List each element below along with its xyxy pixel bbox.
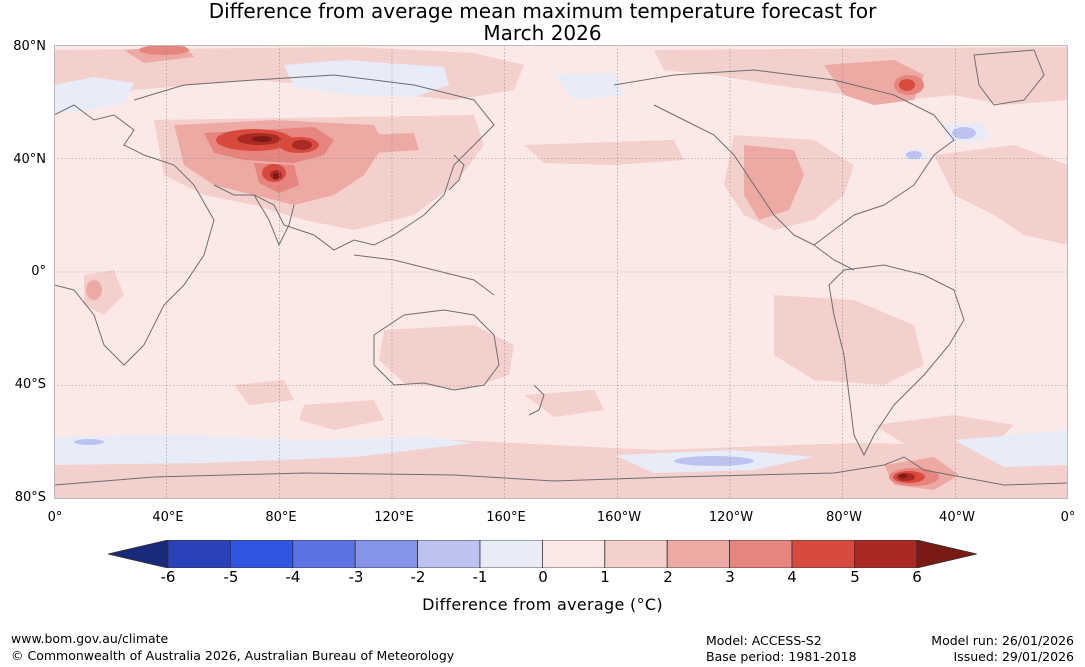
colorbar-tick: 3 bbox=[725, 568, 735, 586]
colorbar-tick: 2 bbox=[663, 568, 673, 586]
colorbar-tick: 0 bbox=[538, 568, 548, 586]
footer-model: Model: ACCESS-S2 bbox=[706, 633, 822, 648]
colorbar-extend-low bbox=[108, 540, 169, 568]
footer-copyright: © Commonwealth of Australia 2026, Austra… bbox=[11, 648, 455, 663]
colorbar-segment bbox=[479, 540, 543, 568]
coastlines bbox=[53, 49, 1069, 486]
footer-issued: Issued: 29/01/2026 bbox=[953, 649, 1075, 664]
lon-label-120e: 120°E bbox=[374, 510, 414, 525]
anomaly-band-gt6 bbox=[252, 136, 907, 478]
colorbar-segment bbox=[292, 540, 356, 568]
map-frame bbox=[54, 45, 1068, 499]
lon-label-0: 0° bbox=[47, 510, 63, 525]
anomaly-band-neg1-0 bbox=[54, 60, 1068, 473]
colorbar-segment bbox=[354, 540, 418, 568]
lon-label-0-end: 0° bbox=[1060, 510, 1076, 525]
footer-url[interactable]: www.bom.gov.au/climate bbox=[11, 631, 169, 646]
anomaly-map bbox=[53, 45, 1069, 499]
colorbar-tick: -4 bbox=[285, 568, 301, 586]
colorbar-segment bbox=[791, 540, 855, 568]
lon-label-40w: 40°W bbox=[939, 510, 975, 525]
colorbar-tick: -2 bbox=[410, 568, 426, 586]
anomaly-band-neg2-neg1 bbox=[74, 127, 976, 466]
lat-label-0: 0° bbox=[31, 264, 46, 279]
chart-title-line1: Difference from average mean maximum tem… bbox=[208, 0, 877, 23]
lon-label-160w: 160°W bbox=[596, 510, 642, 525]
lat-label-40s: 40°S bbox=[14, 377, 46, 392]
lat-label-80s: 80°S bbox=[14, 490, 46, 505]
colorbar-segment bbox=[604, 540, 668, 568]
lon-label-80e: 80°E bbox=[265, 510, 297, 525]
colorbar-segment bbox=[541, 540, 606, 568]
lat-label-40n: 40°N bbox=[13, 152, 46, 167]
colorbar-tick: -3 bbox=[348, 568, 364, 586]
colorbar-label: Difference from average (°C) bbox=[422, 595, 663, 614]
colorbar-extend-high bbox=[916, 540, 977, 568]
colorbar-tick: -6 bbox=[160, 568, 176, 586]
chart-title-line2: March 2026 bbox=[483, 21, 602, 45]
colorbar-tick: -5 bbox=[223, 568, 239, 586]
colorbar-segment bbox=[417, 540, 481, 568]
lon-label-40e: 40°E bbox=[152, 510, 184, 525]
colorbar-segment bbox=[167, 540, 231, 568]
lat-label-80n: 80°N bbox=[13, 39, 46, 54]
footer-model-run: Model run: 26/01/2026 bbox=[931, 633, 1074, 648]
graticule bbox=[54, 45, 1068, 499]
lon-label-160e: 160°E bbox=[486, 510, 526, 525]
colorbar-segment bbox=[666, 540, 731, 568]
colorbar-tick: -1 bbox=[472, 568, 488, 586]
footer-base-period: Base period: 1981-2018 bbox=[706, 649, 857, 664]
colorbar-segment bbox=[230, 540, 294, 568]
colorbar-tick: 5 bbox=[850, 568, 860, 586]
lon-label-80w: 80°W bbox=[826, 510, 862, 525]
colorbar-tick: 6 bbox=[912, 568, 922, 586]
colorbar-segment bbox=[729, 540, 793, 568]
colorbar-tick: 1 bbox=[600, 568, 610, 586]
colorbar bbox=[108, 540, 977, 568]
colorbar-segment bbox=[854, 540, 918, 568]
lon-label-120w: 120°W bbox=[708, 510, 754, 525]
colorbar-tick: 4 bbox=[787, 568, 797, 586]
